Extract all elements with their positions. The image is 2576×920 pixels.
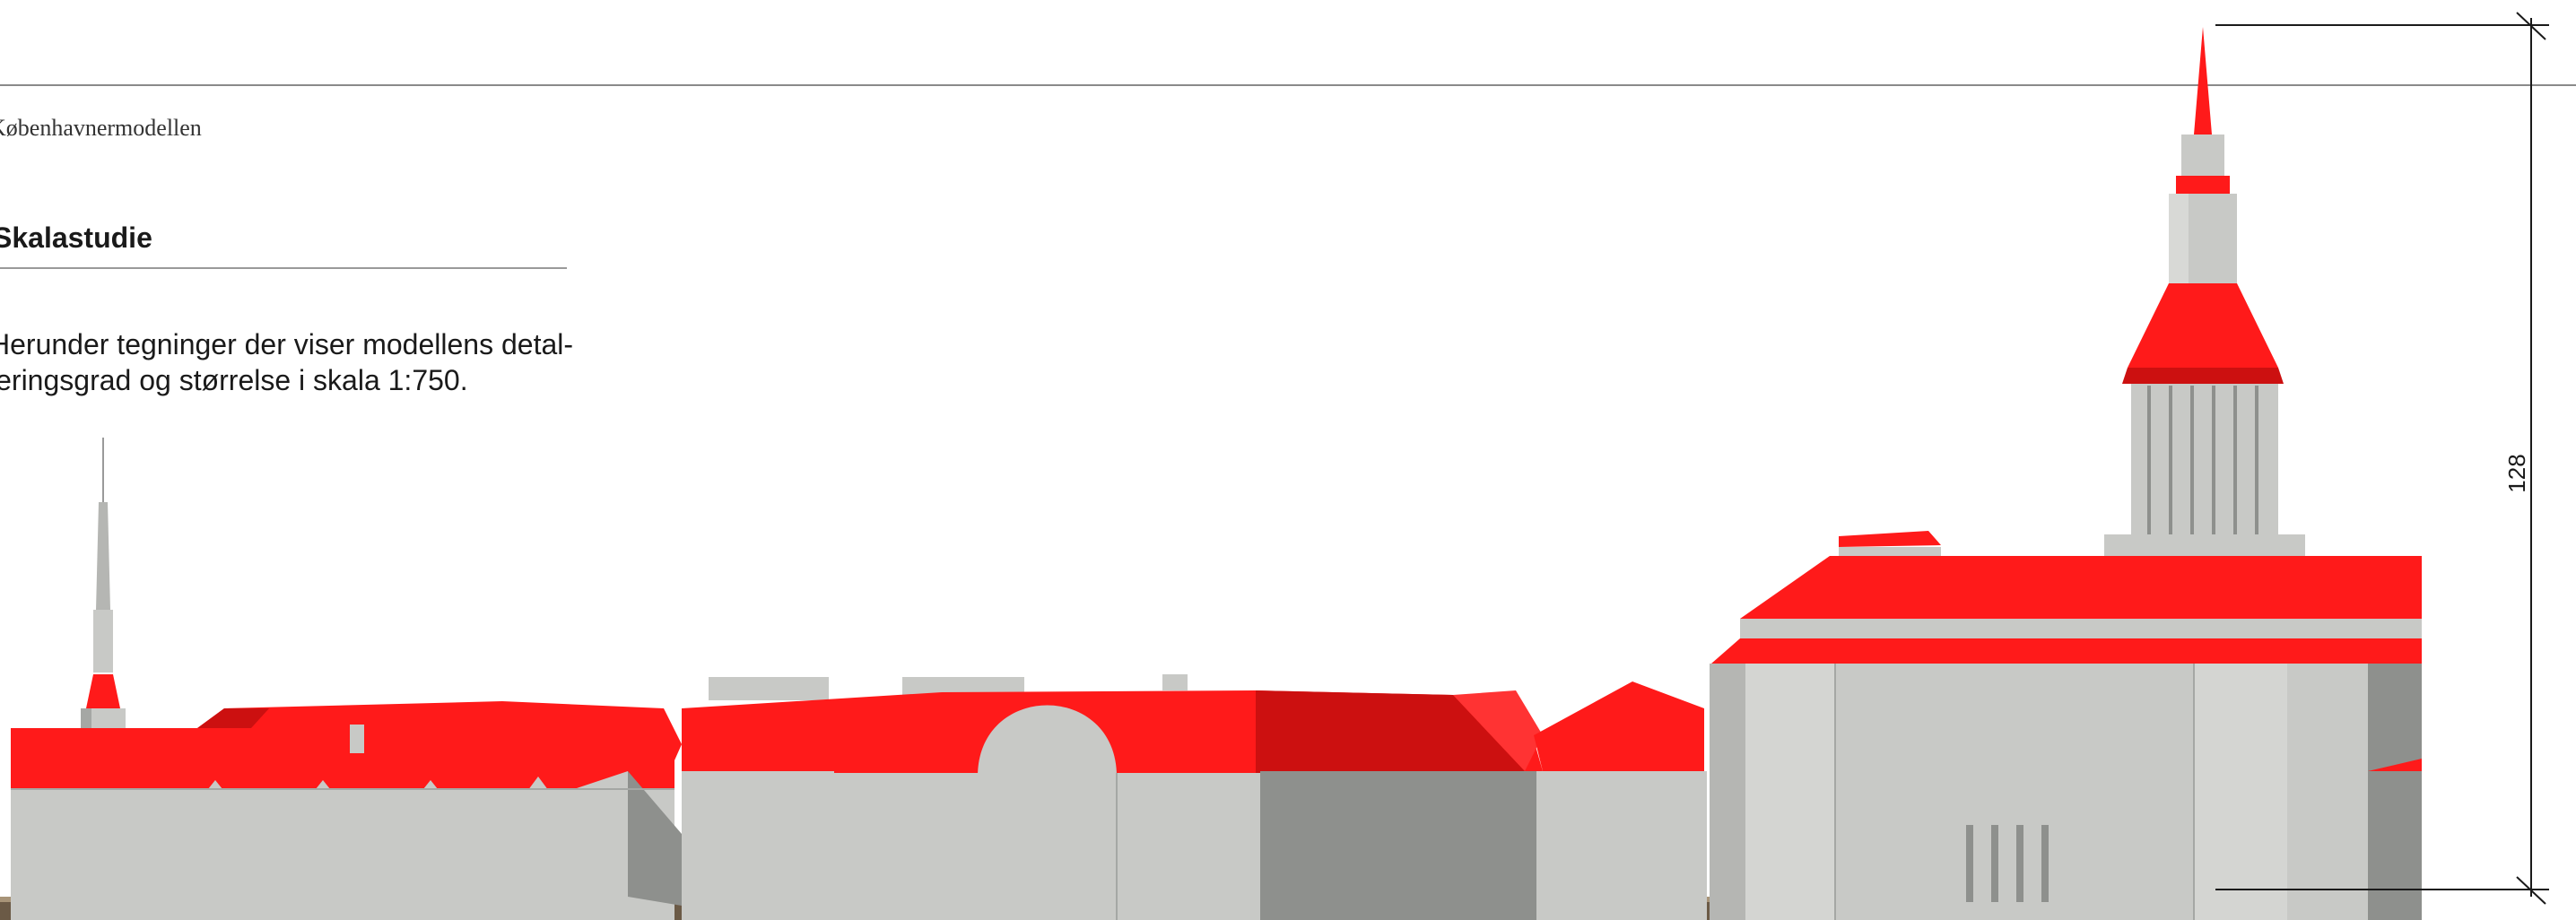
left-row-houses	[11, 701, 682, 920]
middle-buildings	[682, 674, 1707, 920]
left-church-spire	[81, 438, 126, 771]
right-church	[1710, 27, 2422, 920]
height-dimension-label: 128	[2499, 448, 2535, 499]
